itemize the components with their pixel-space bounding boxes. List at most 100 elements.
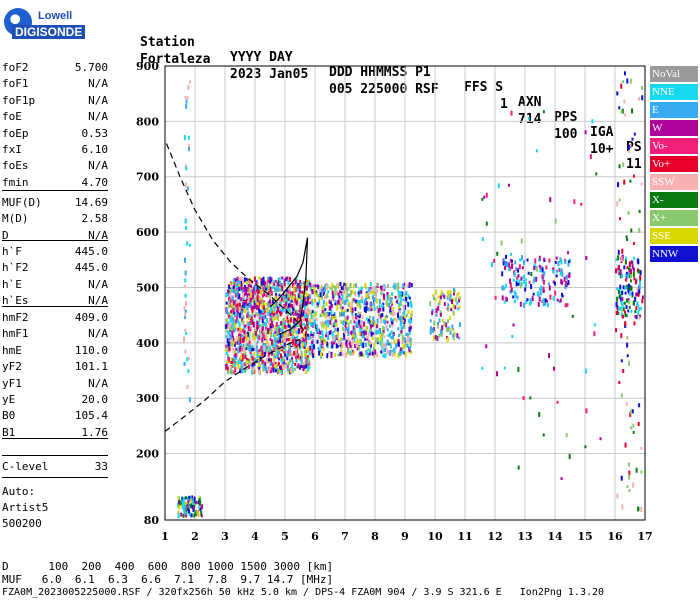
echo-point [269,312,272,317]
echo-point [324,314,327,318]
echo-point [274,295,277,301]
echo-point [528,280,531,284]
echo-point [245,333,248,338]
param-row-20: yE 20.0 [2,393,108,406]
echo-point [230,327,233,332]
echo-point [359,324,362,330]
echo-point [373,342,376,347]
echo-point [393,311,396,316]
echo-point [297,297,300,301]
echo-point [363,302,366,306]
echo-point [312,322,315,328]
echo-point [304,330,307,335]
echo-point [304,335,307,340]
echo-point [408,281,411,286]
echo-point [384,348,387,353]
echo-point [291,331,294,337]
param-name: foEp [2,126,29,140]
echo-point [277,324,280,329]
echo-point [334,289,337,295]
echo-point [628,474,631,480]
echo-point [269,291,272,296]
echo-point [639,306,642,310]
echo-point [253,358,256,363]
echo-point [330,345,333,349]
echo-point [228,300,231,304]
echo-point [394,343,397,349]
echo-point [525,300,528,305]
echo-point [244,352,247,356]
echo-point [307,335,310,341]
echo-point [311,301,314,306]
echo-point [267,348,270,352]
echo-point [257,306,260,311]
echo-point [185,300,188,306]
echo-point [303,304,306,310]
echo-point [359,311,362,316]
echo-point [256,320,259,326]
echo-point [496,371,499,377]
echo-point [184,95,187,99]
echo-point [538,258,541,262]
echo-point [358,288,361,294]
echo-point [371,351,374,356]
echo-point [621,314,624,319]
echo-point [265,322,268,327]
echo-point [260,280,263,286]
echo-point [331,331,334,337]
echo-point [180,504,183,509]
echo-point [252,305,255,310]
echo-point [275,369,278,373]
echo-point [591,119,594,124]
echo-point [232,281,235,285]
echo-point [620,294,623,298]
echo-point [227,314,230,319]
echo-point [266,339,269,345]
echo-point [337,332,340,337]
echo-point [431,308,434,313]
echo-point [279,280,282,285]
echo-point [328,331,331,336]
echo-point [560,259,563,265]
echo-point [369,341,372,345]
echo-point [249,326,252,332]
echo-point [289,358,292,363]
echo-point [323,287,326,293]
echo-point [289,320,292,326]
echo-point [255,334,258,339]
echo-point [368,295,371,300]
echo-point [540,292,543,296]
echo-point [257,366,260,370]
y-tick-label: 400 [136,337,159,350]
echo-point [407,301,410,307]
echo-point [260,290,263,296]
echo-point [182,505,185,509]
y-tick-label: 300 [136,392,159,405]
echo-point [184,309,187,313]
param-value: N/A [88,93,108,107]
echo-point [312,353,315,359]
echo-point [379,318,382,324]
echo-point [267,320,270,326]
echo-point [278,357,281,361]
echo-point [278,368,281,373]
echo-point [265,285,268,291]
echo-point [362,325,365,330]
echo-point [375,289,378,294]
echo-point [548,353,551,359]
echo-point [294,328,297,332]
echo-point [184,503,187,508]
echo-point [403,294,406,298]
echo-point [289,276,292,282]
echo-point [544,301,547,306]
echo-point [317,334,320,339]
echo-point [382,328,385,332]
echo-point [325,295,328,300]
echo-point [257,295,260,300]
echo-point [274,363,277,368]
echo-point [390,336,393,340]
echo-point [273,312,276,317]
echo-point [293,345,296,349]
echo-point [638,227,641,233]
echo-point [329,319,332,325]
